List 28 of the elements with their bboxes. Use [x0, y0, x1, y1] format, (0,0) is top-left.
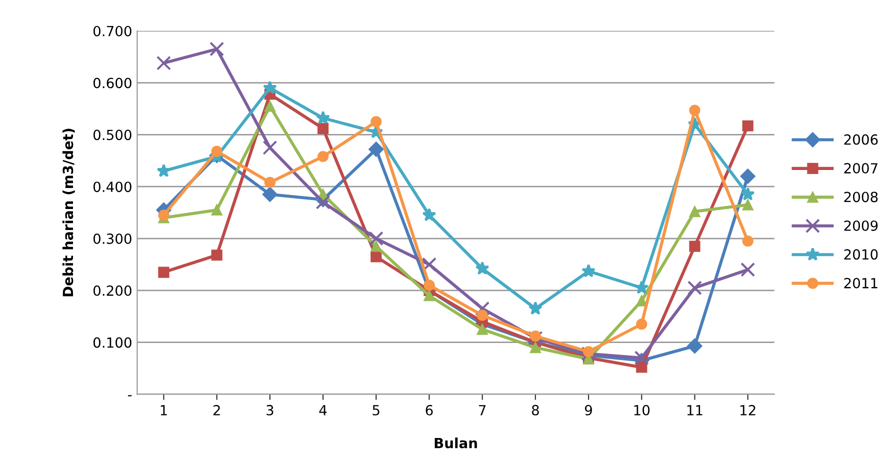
- x-tick-label: 12: [740, 404, 756, 416]
- legend-label: 2009: [844, 220, 878, 231]
- y-tick-label: 0.500: [93, 130, 132, 140]
- y-tick-label: 0.200: [93, 285, 132, 296]
- x-tick-label: 11: [687, 405, 702, 416]
- legend-label: 2007: [844, 163, 878, 174]
- y-tick-label: 0.300: [93, 233, 132, 244]
- x-tick-label: 2: [213, 404, 220, 416]
- y-tick-label: 0.100: [93, 337, 132, 348]
- y-axis-title: Debit harian (m3/det): [62, 128, 75, 296]
- x-tick-label: 4: [319, 405, 327, 416]
- legend-label: 2008: [844, 192, 878, 202]
- y-tick-label: -: [128, 395, 132, 396]
- x-tick-label: 7: [479, 405, 486, 416]
- x-axis-title: Bulan: [434, 438, 477, 448]
- x-tick-label: 1: [160, 405, 167, 416]
- y-tick-label: 0.700: [93, 26, 132, 36]
- x-tick-label: 9: [584, 404, 592, 416]
- x-tick-label: 5: [372, 405, 380, 416]
- x-tick-label: 8: [532, 404, 539, 416]
- x-tick-label: 3: [266, 404, 274, 416]
- y-tick-label: 0.600: [93, 78, 132, 88]
- legend-label: 2010: [844, 249, 878, 260]
- x-tick-label: 10: [634, 404, 650, 416]
- legend-label: 2011: [844, 278, 878, 288]
- x-tick-label: 6: [426, 404, 433, 416]
- y-tick-label: 0.400: [93, 182, 132, 192]
- legend-label: 2006: [844, 134, 878, 145]
